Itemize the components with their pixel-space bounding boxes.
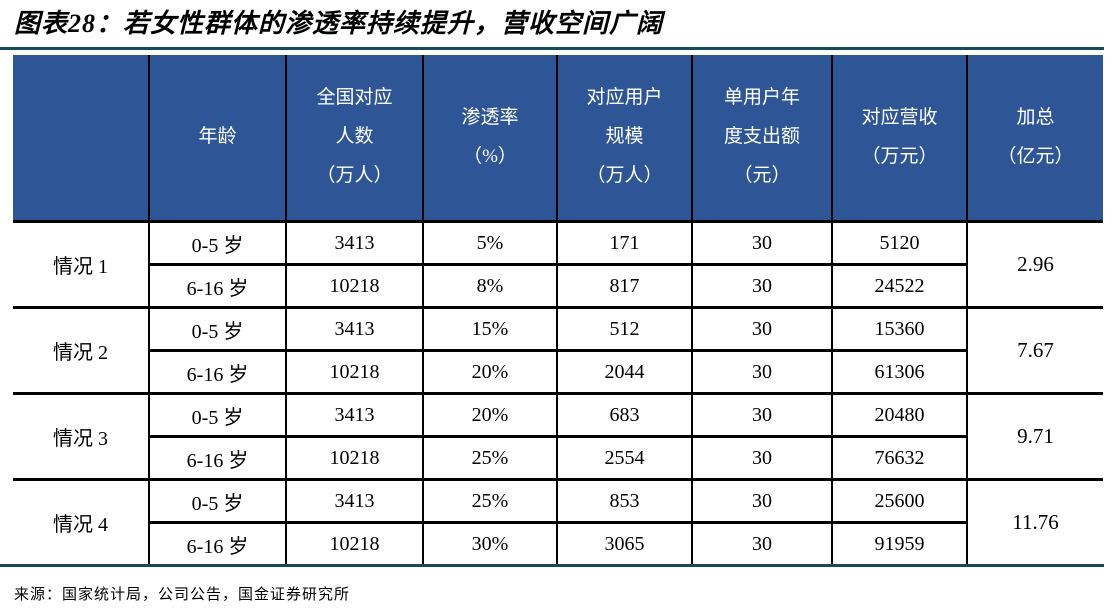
cell-age: 0-5 岁 xyxy=(149,479,287,524)
table-row: 6-16 岁 10218 20% 2044 30 61306 xyxy=(13,350,1103,395)
cell-revenue: 91959 xyxy=(832,522,968,564)
header-blank xyxy=(13,55,150,223)
cell-revenue: 15360 xyxy=(832,307,968,352)
cell-age: 0-5 岁 xyxy=(149,307,287,352)
table-row: 情况 1 0-5 岁 3413 5% 171 30 5120 2.96 xyxy=(13,221,1103,309)
header-population: 全国对应 人数 （万人） xyxy=(286,55,424,223)
cell-spend: 30 xyxy=(692,436,833,481)
header-penetration: 渗透率 （%） xyxy=(423,55,558,223)
scenario-cell: 情况 3 xyxy=(13,393,150,481)
total-cell: 9.71 xyxy=(967,393,1103,481)
cell-population: 10218 xyxy=(286,264,424,309)
cell-users: 853 xyxy=(557,479,693,524)
cell-population: 10218 xyxy=(286,350,424,395)
scenario-cell: 情况 4 xyxy=(13,479,150,564)
header-users: 对应用户 规模 （万人） xyxy=(557,55,693,223)
cell-penetration: 25% xyxy=(423,479,558,524)
cell-revenue: 20480 xyxy=(832,393,968,438)
header-total: 加总 （亿元） xyxy=(967,55,1103,223)
cell-spend: 30 xyxy=(692,221,833,266)
page-title: 图表28：若女性群体的渗透率持续提升，营收空间广阔 xyxy=(14,9,664,38)
table-group-3: 情况 3 0-5 岁 3413 20% 683 30 20480 9.71 6-… xyxy=(13,393,1103,481)
cell-users: 2554 xyxy=(557,436,693,481)
table-row: 情况 4 0-5 岁 3413 25% 853 30 25600 11.76 xyxy=(13,479,1103,564)
table-row: 6-16 岁 10218 30% 3065 30 91959 xyxy=(13,522,1103,564)
table-row: 6-16 岁 10218 8% 817 30 24522 xyxy=(13,264,1103,309)
cell-age: 6-16 岁 xyxy=(149,522,287,564)
table-row: 情况 3 0-5 岁 3413 20% 683 30 20480 9.71 xyxy=(13,393,1103,481)
cell-spend: 30 xyxy=(692,479,833,524)
cell-spend: 30 xyxy=(692,307,833,352)
table-group-1: 情况 1 0-5 岁 3413 5% 171 30 5120 2.96 6-16… xyxy=(13,221,1103,309)
cell-spend: 30 xyxy=(692,264,833,309)
cell-age: 0-5 岁 xyxy=(149,221,287,266)
cell-users: 171 xyxy=(557,221,693,266)
cell-age: 6-16 岁 xyxy=(149,264,287,309)
cell-revenue: 76632 xyxy=(832,436,968,481)
cell-population: 3413 xyxy=(286,479,424,524)
scenario-cell: 情况 2 xyxy=(13,307,150,395)
scenario-cell: 情况 1 xyxy=(13,221,150,309)
cell-spend: 30 xyxy=(692,393,833,438)
source-note: 来源：国家统计局，公司公告，国金证券研究所 xyxy=(14,587,351,603)
header-spend: 单用户年 度支出额 （元） xyxy=(692,55,833,223)
cell-penetration: 5% xyxy=(423,221,558,266)
table-group-4: 情况 4 0-5 岁 3413 25% 853 30 25600 11.76 6… xyxy=(13,479,1103,564)
header-revenue: 对应营收 （万元） xyxy=(832,55,968,223)
cell-revenue: 24522 xyxy=(832,264,968,309)
cell-spend: 30 xyxy=(692,350,833,395)
cell-population: 10218 xyxy=(286,522,424,564)
cell-age: 0-5 岁 xyxy=(149,393,287,438)
cell-population: 3413 xyxy=(286,221,424,266)
cell-spend: 30 xyxy=(692,522,833,564)
cell-penetration: 8% xyxy=(423,264,558,309)
cell-users: 683 xyxy=(557,393,693,438)
cell-penetration: 30% xyxy=(423,522,558,564)
cell-age: 6-16 岁 xyxy=(149,350,287,395)
header-row: 年龄 全国对应 人数 （万人） 渗透率 （%） 对应用户 规模 （万人） 单用户… xyxy=(13,55,1103,223)
cell-users: 2044 xyxy=(557,350,693,395)
cell-revenue: 5120 xyxy=(832,221,968,266)
total-cell: 7.67 xyxy=(967,307,1103,395)
cell-users: 3065 xyxy=(557,522,693,564)
cell-penetration: 20% xyxy=(423,393,558,438)
table-bottom-rule xyxy=(0,564,1104,567)
data-table: 年龄 全国对应 人数 （万人） 渗透率 （%） 对应用户 规模 （万人） 单用户… xyxy=(13,55,1103,564)
cell-revenue: 61306 xyxy=(832,350,968,395)
cell-age: 6-16 岁 xyxy=(149,436,287,481)
total-cell: 2.96 xyxy=(967,221,1103,309)
header-age: 年龄 xyxy=(149,55,287,223)
table-row: 情况 2 0-5 岁 3413 15% 512 30 15360 7.67 xyxy=(13,307,1103,395)
total-cell: 11.76 xyxy=(967,479,1103,564)
cell-population: 3413 xyxy=(286,393,424,438)
cell-users: 817 xyxy=(557,264,693,309)
cell-penetration: 20% xyxy=(423,350,558,395)
table-row: 6-16 岁 10218 25% 2554 30 76632 xyxy=(13,436,1103,481)
cell-penetration: 25% xyxy=(423,436,558,481)
cell-penetration: 15% xyxy=(423,307,558,352)
cell-revenue: 25600 xyxy=(832,479,968,524)
cell-population: 3413 xyxy=(286,307,424,352)
cell-users: 512 xyxy=(557,307,693,352)
table-group-2: 情况 2 0-5 岁 3413 15% 512 30 15360 7.67 6-… xyxy=(13,307,1103,395)
cell-population: 10218 xyxy=(286,436,424,481)
title-underline xyxy=(0,47,1104,50)
